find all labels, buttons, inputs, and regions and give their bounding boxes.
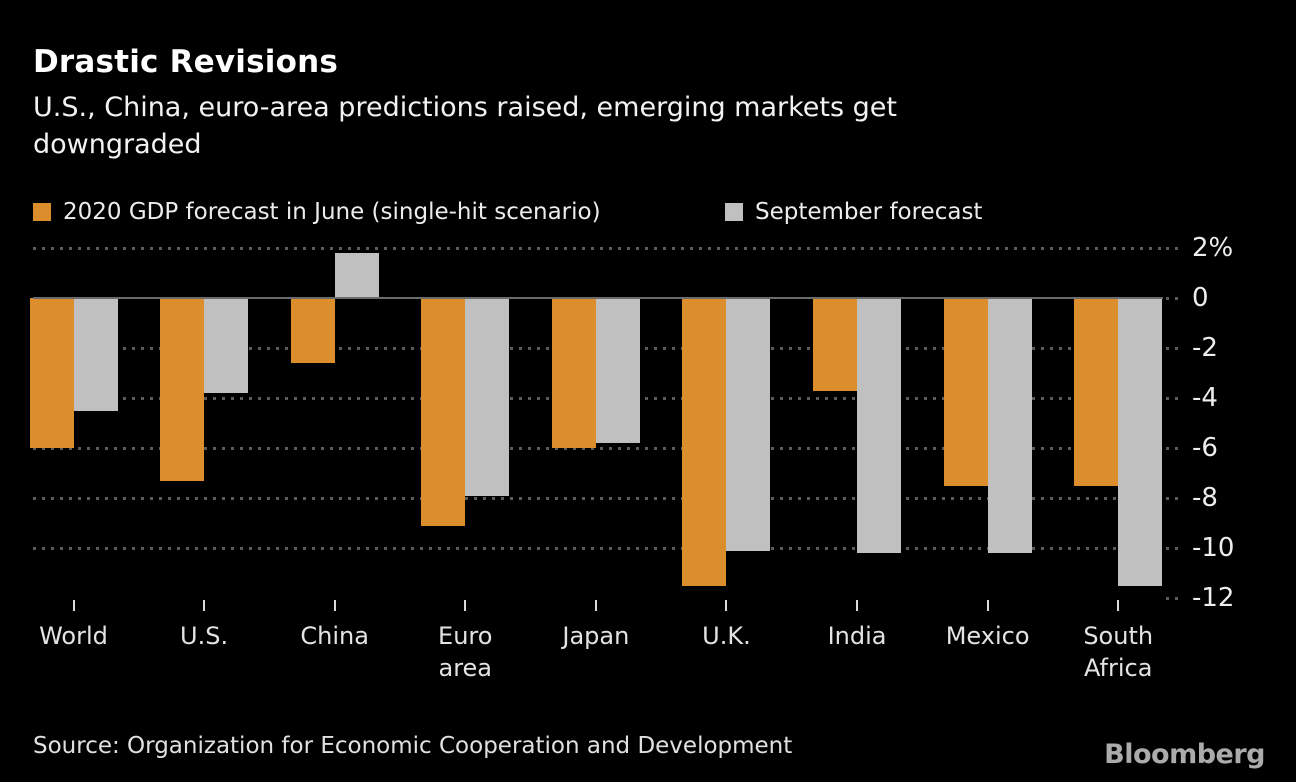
category-label: Euro area — [438, 622, 493, 682]
y-axis-label: -8 — [1192, 483, 1218, 513]
category-tick — [594, 600, 597, 611]
category-label: Mexico — [945, 622, 1030, 650]
legend-label-june: 2020 GDP forecast in June (single-hit sc… — [63, 199, 601, 225]
category-label: China — [300, 622, 369, 650]
y-axis-tick — [1166, 247, 1184, 250]
y-axis-tick — [1166, 597, 1184, 600]
bar-june-japan — [551, 298, 596, 448]
bar-september-china — [334, 253, 379, 298]
bar-september-mexico — [987, 298, 1032, 553]
legend-item-september: September forecast — [725, 199, 983, 225]
y-axis-label: 2% — [1192, 233, 1234, 263]
y-axis-label: -2 — [1192, 333, 1218, 363]
gridline--10 — [33, 547, 1163, 550]
y-axis-tick — [1166, 347, 1184, 350]
legend-item-june: 2020 GDP forecast in June (single-hit sc… — [33, 199, 601, 225]
bar-june-mexico — [943, 298, 988, 486]
june-series-swatch-icon — [33, 203, 51, 221]
y-axis-label: 0 — [1192, 283, 1209, 313]
category-tick — [986, 600, 989, 611]
category-tick — [333, 600, 336, 611]
y-axis-tick — [1166, 547, 1184, 550]
y-axis-label: -10 — [1192, 533, 1235, 563]
category-label: Japan — [562, 622, 630, 650]
gridline--8 — [33, 497, 1163, 500]
category-tick — [464, 600, 467, 611]
category-tick — [1117, 600, 1120, 611]
bar-september-japan — [595, 298, 640, 443]
y-axis-label: -4 — [1192, 383, 1218, 413]
bar-september-south-africa — [1118, 298, 1163, 586]
chart-subtitle: U.S., China, euro-area predictions raise… — [33, 92, 897, 160]
bar-september-india — [857, 298, 902, 553]
category-label: U.K. — [702, 622, 751, 650]
bar-september-euro-area — [465, 298, 510, 496]
bar-september-world — [73, 298, 118, 411]
chart-title: Drastic Revisions — [33, 44, 339, 80]
bar-june-china — [290, 298, 335, 363]
source-text: Source: Organization for Economic Cooper… — [33, 733, 793, 759]
y-axis-tick — [1166, 447, 1184, 450]
gridline--6 — [33, 447, 1163, 450]
y-axis-tick — [1166, 397, 1184, 400]
y-axis-tick — [1166, 497, 1184, 500]
category-label: U.S. — [180, 622, 229, 650]
bar-june-world — [29, 298, 74, 448]
category-tick — [203, 600, 206, 611]
category-label: South Africa — [1083, 622, 1154, 682]
bar-june-u-k- — [682, 298, 727, 586]
category-tick — [856, 600, 859, 611]
september-series-swatch-icon — [725, 203, 743, 221]
bar-june-south-africa — [1074, 298, 1119, 486]
bar-june-india — [813, 298, 858, 391]
gridline-2 — [33, 247, 1163, 250]
legend-label-september: September forecast — [755, 199, 983, 225]
bar-june-u-s- — [160, 298, 205, 481]
bar-september-u-k- — [726, 298, 771, 551]
category-tick — [72, 600, 75, 611]
bar-june-euro-area — [421, 298, 466, 526]
category-label: India — [827, 622, 887, 650]
y-axis-label: -12 — [1192, 583, 1235, 613]
zero-baseline — [33, 297, 1163, 299]
y-axis-label: -6 — [1192, 433, 1218, 463]
y-axis-tick — [1166, 297, 1184, 300]
category-label: World — [39, 622, 108, 650]
category-tick — [725, 600, 728, 611]
bar-september-u-s- — [204, 298, 249, 393]
bloomberg-logo: Bloomberg — [1104, 739, 1265, 770]
